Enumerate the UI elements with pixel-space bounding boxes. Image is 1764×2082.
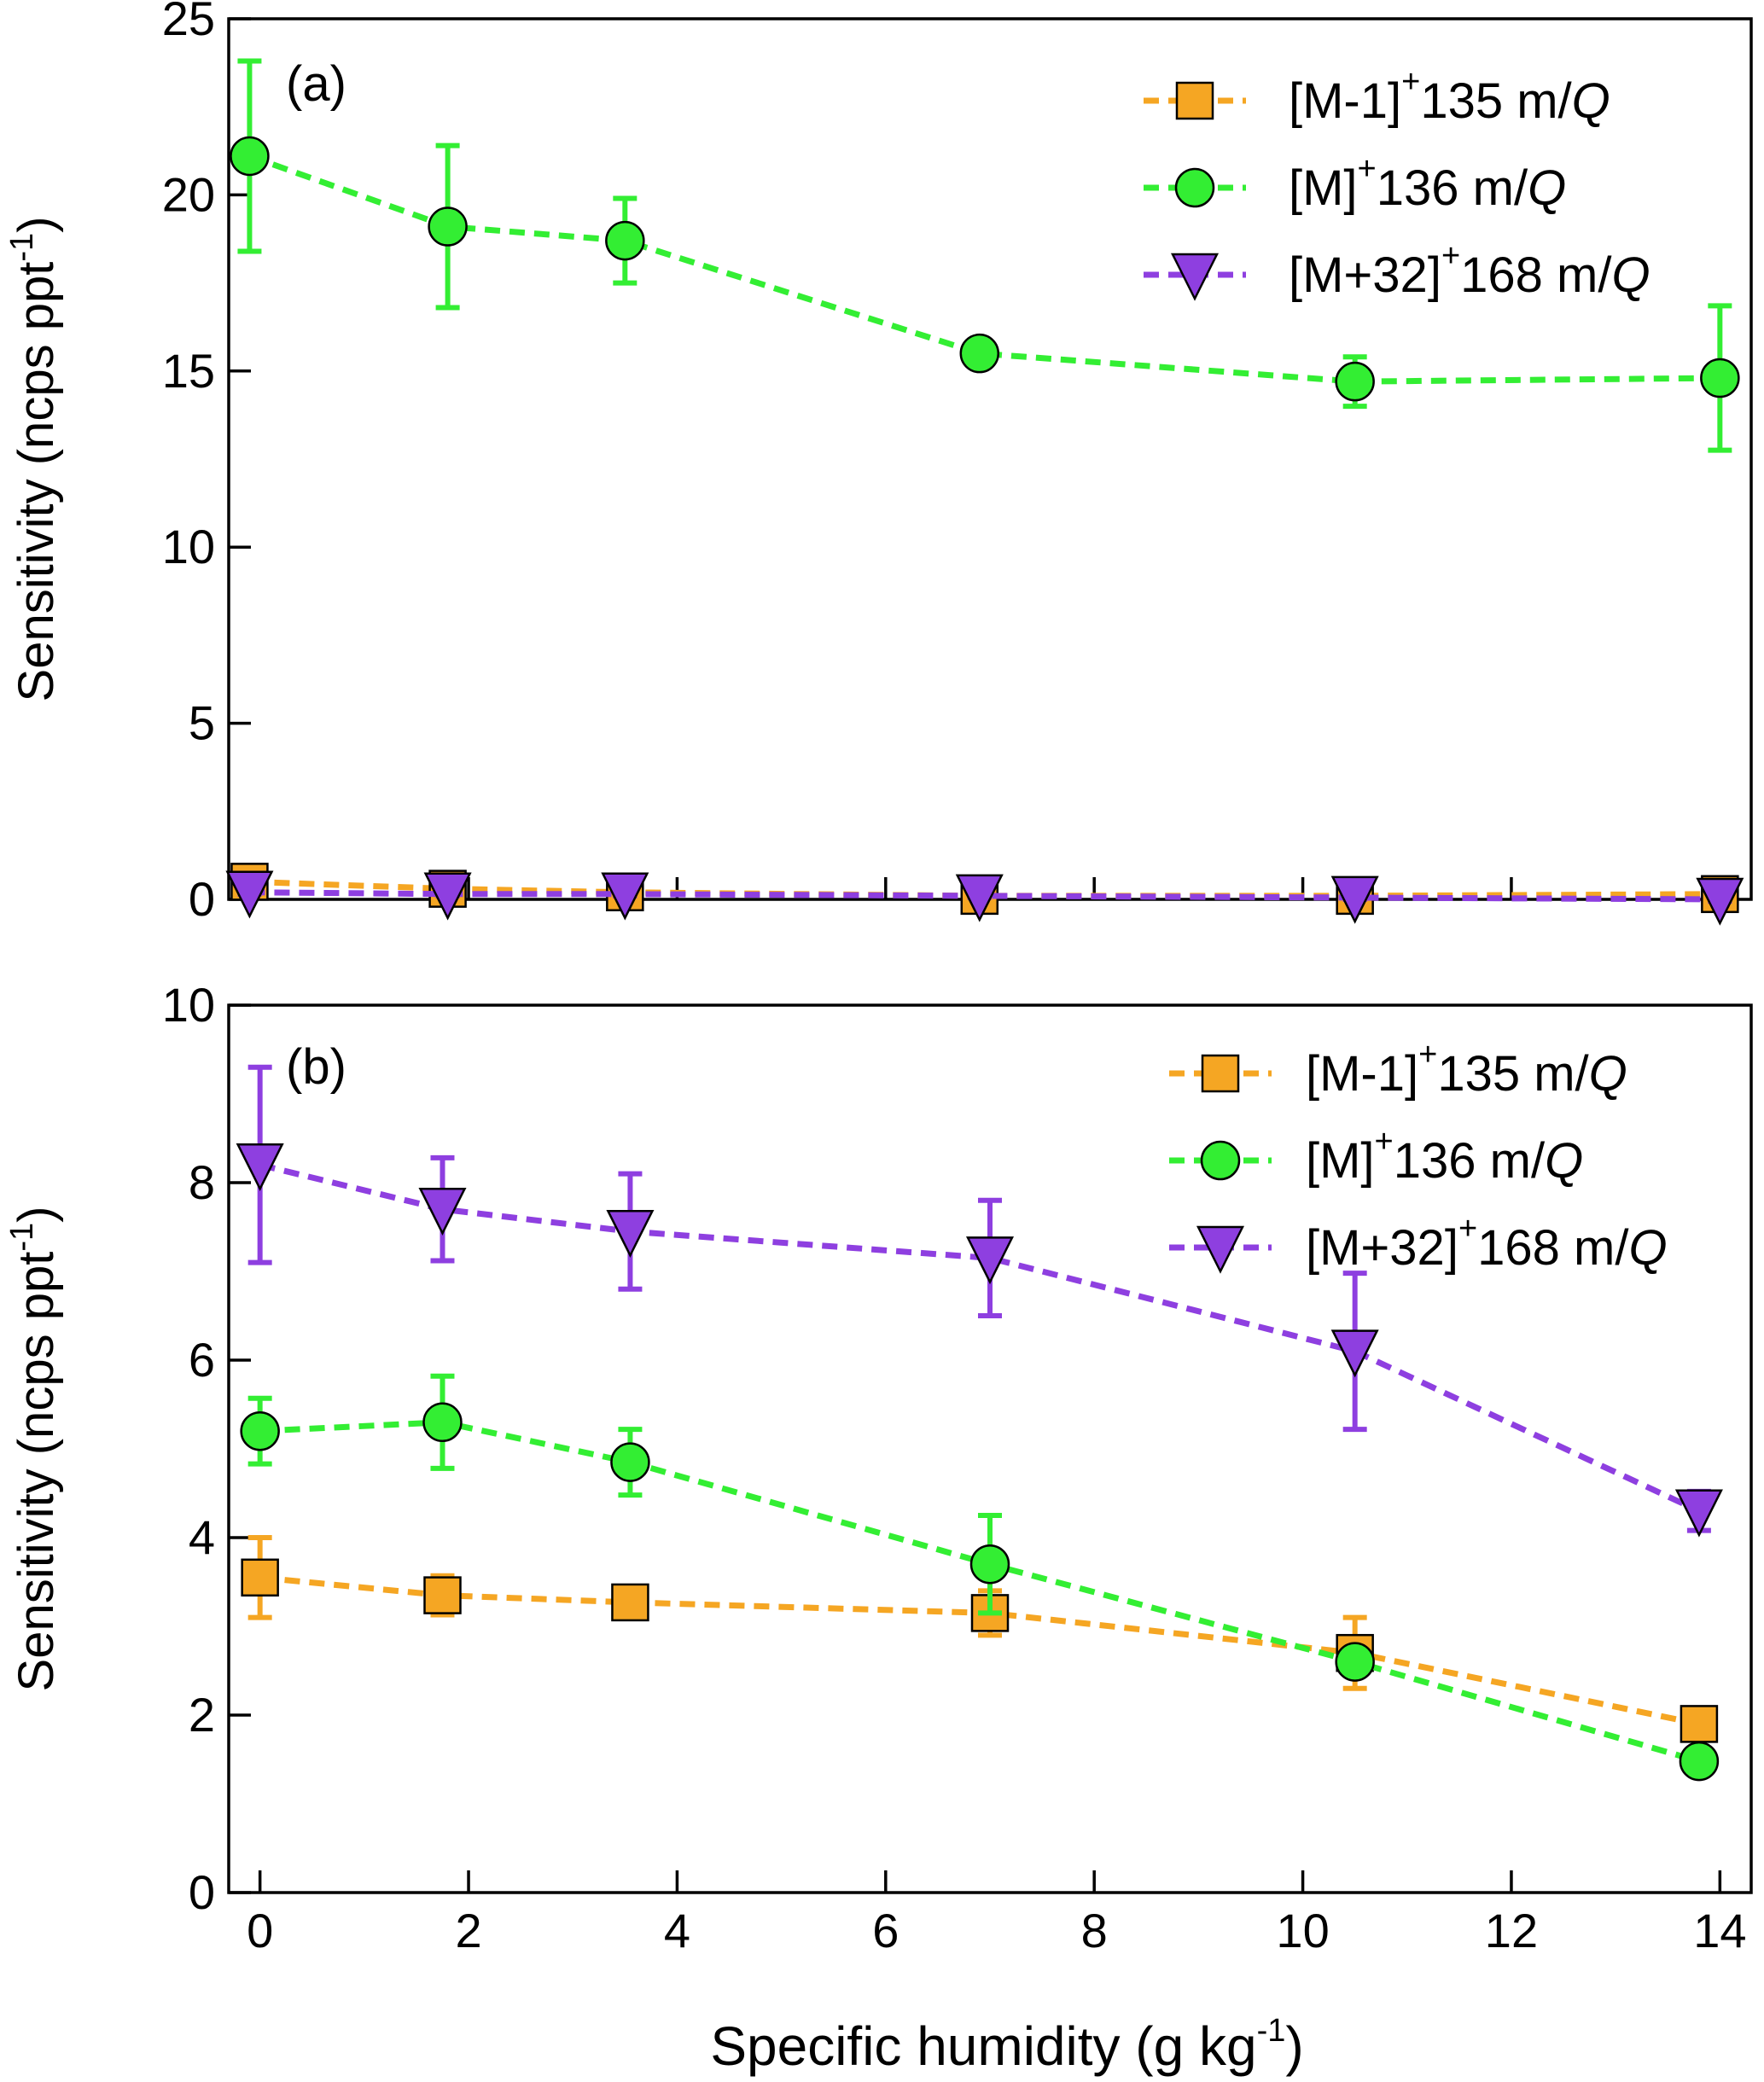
y-tick-label: 20 (162, 167, 215, 221)
x-tick-label: 10 (1276, 1904, 1329, 1957)
legend-label: [M+32]+168 m/Q (1306, 1211, 1668, 1276)
legend-entry: [M+32]+168 m/Q (1144, 238, 1650, 303)
data-point (955, 874, 1004, 922)
y-tick-label: 25 (162, 0, 215, 45)
y-tick-label: 4 (189, 1510, 215, 1564)
series-circle (230, 58, 1740, 453)
data-point (1700, 358, 1740, 398)
panel-label: (a) (286, 56, 346, 112)
data-point (1680, 1705, 1719, 1743)
data-point (606, 1209, 655, 1258)
data-point (423, 872, 472, 921)
data-point (428, 206, 468, 247)
legend-label: [M+32]+168 m/Q (1289, 238, 1650, 303)
x-tick-label: 14 (1693, 1904, 1746, 1957)
data-point (1330, 1329, 1379, 1378)
legend-marker (1175, 81, 1214, 120)
x-tick-label: 2 (455, 1904, 481, 1957)
plot-frame (227, 17, 1753, 901)
data-point (1335, 361, 1375, 402)
x-tick-label: 4 (664, 1904, 690, 1957)
data-point (240, 1410, 280, 1451)
data-point (241, 1558, 279, 1597)
data-point (610, 1442, 650, 1482)
series-circle (240, 1373, 1720, 1782)
data-point (965, 1236, 1015, 1285)
legend-marker (1201, 1054, 1240, 1093)
legend-marker (1200, 1140, 1241, 1181)
data-point (969, 1544, 1010, 1585)
y-tick-label: 6 (189, 1333, 215, 1387)
series-line (259, 1574, 1700, 1727)
y-tick-label: 0 (189, 872, 215, 926)
data-point (1696, 877, 1744, 926)
data-point (1679, 1741, 1720, 1782)
y-axis-title: Sensitivity (ncps ppt-1) (4, 217, 64, 702)
legend-marker (1170, 253, 1220, 301)
x-tick-label: 0 (247, 1904, 273, 1957)
series-line (259, 1161, 1701, 1514)
y-tick-label: 8 (189, 1155, 215, 1209)
series-line (248, 153, 1720, 385)
y-tick-label: 10 (162, 978, 215, 1032)
legend-entry: [M+32]+168 m/Q (1169, 1211, 1668, 1276)
data-point (601, 872, 649, 921)
data-point (1330, 875, 1379, 924)
legend-label: [M]+136 m/Q (1289, 151, 1566, 216)
data-point (1674, 1489, 1723, 1538)
y-tick-label: 10 (162, 520, 215, 573)
legend-entry: [M-1]+135 m/Q (1169, 1037, 1627, 1102)
y-tick-label: 0 (189, 1865, 215, 1919)
data-point (422, 1402, 463, 1443)
panel-a: 0 5 10 15 20 25 Sensitivity (ncps ppt-1) (a) [M-… (4, 0, 1753, 926)
data-point (423, 1576, 462, 1614)
legend-label: [M-1]+135 m/Q (1306, 1037, 1627, 1102)
series-line (249, 889, 1720, 903)
legend-label: [M-1]+135 m/Q (1289, 64, 1610, 129)
data-point (959, 333, 1000, 374)
series-triangle-down (225, 870, 1744, 926)
y-tick-label: 15 (162, 344, 215, 398)
data-point (1335, 1642, 1375, 1682)
data-point (236, 1143, 284, 1191)
series-triangle-down (236, 1064, 1723, 1538)
legend-label: [M]+136 m/Q (1306, 1124, 1583, 1189)
y-tick-label: 2 (189, 1688, 215, 1742)
x-tick-label: 6 (872, 1904, 899, 1957)
data-point (605, 220, 645, 261)
x-axis-title: Specific humidity (g kg-1) (710, 2013, 1303, 2077)
x-tick-label: 8 (1081, 1904, 1108, 1957)
panel-b: 0 2 4 6 8 10 0 2 4 6 8 10 12 14 Sensitivity (ncps ppt-… (4, 978, 1753, 2077)
y-axis-title: Sensitivity (ncps ppt-1) (4, 1207, 64, 1692)
data-point (418, 1187, 467, 1236)
legend-entry: [M]+136 m/Q (1144, 151, 1566, 216)
data-point (611, 1583, 649, 1622)
legend-entry: [M-1]+135 m/Q (1144, 64, 1610, 129)
legend-entry: [M]+136 m/Q (1169, 1124, 1583, 1189)
data-point (225, 870, 274, 919)
legend-marker (1196, 1225, 1245, 1274)
x-tick-label: 12 (1485, 1904, 1538, 1957)
data-point (230, 136, 270, 177)
series-line (259, 1419, 1700, 1765)
y-tick-label: 5 (189, 696, 215, 750)
panel-label: (b) (286, 1039, 346, 1095)
plot-frame (227, 1003, 1753, 1894)
legend-marker (1174, 167, 1215, 208)
